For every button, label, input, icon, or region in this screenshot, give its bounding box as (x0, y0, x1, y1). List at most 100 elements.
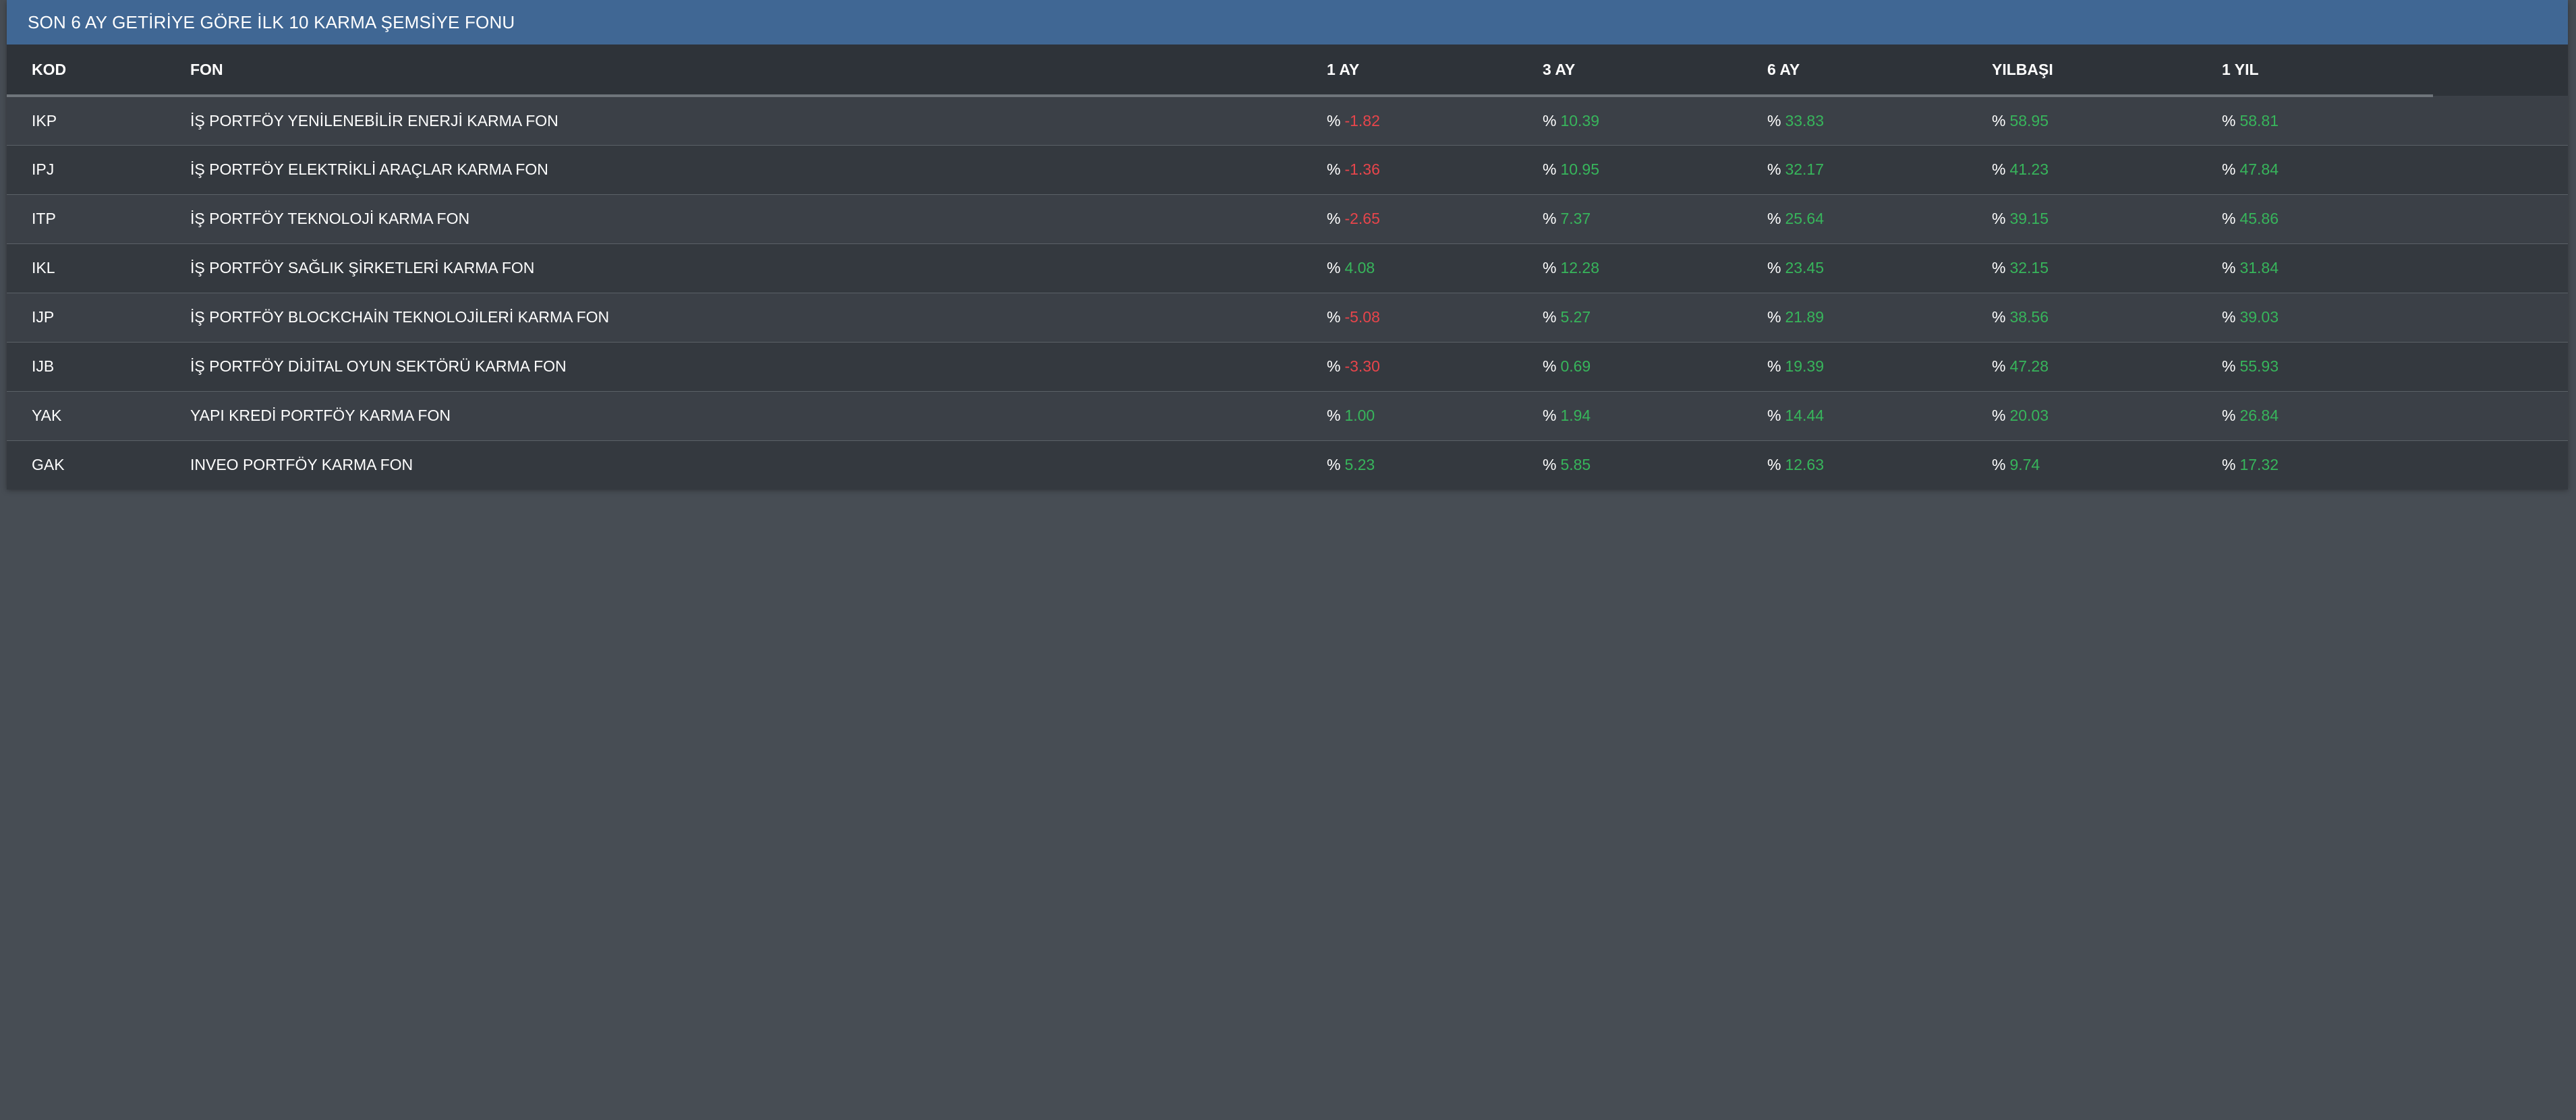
percent-sign: % (1327, 210, 1341, 227)
percent-sign: % (1992, 160, 2006, 178)
column-header-1-ay[interactable]: 1 AY (1327, 45, 1543, 97)
return-1-yil: % 26.84 (2222, 390, 2433, 440)
percent-sign: % (1543, 160, 1557, 178)
percent-sign: % (2222, 160, 2236, 178)
column-header-yilbasi[interactable]: YILBAŞI (1992, 45, 2222, 97)
fund-code[interactable]: GAK (7, 440, 190, 490)
return-value: 19.39 (1785, 357, 1825, 375)
fund-name[interactable]: İŞ PORTFÖY TEKNOLOJİ KARMA FON (190, 194, 1327, 243)
percent-sign: % (1767, 308, 1781, 326)
fund-name[interactable]: YAPI KREDİ PORTFÖY KARMA FON (190, 390, 1327, 440)
table-row[interactable]: IJP İŞ PORTFÖY BLOCKCHAİN TEKNOLOJİLERİ K… (7, 292, 2568, 342)
percent-sign: % (1767, 111, 1781, 129)
fund-code[interactable]: IKL (7, 243, 190, 293)
return-value: 14.44 (1785, 407, 1825, 424)
return-3-ay: % 10.39 (1543, 96, 1767, 145)
table-row[interactable]: IPJ İŞ PORTFÖY ELEKTRİKLİ ARAÇLAR KARMA F… (7, 144, 2568, 194)
table-row[interactable]: YAK YAPI KREDİ PORTFÖY KARMA FON% 1.00% 1.9… (7, 390, 2568, 440)
fund-name[interactable]: INVEO PORTFÖY KARMA FON (190, 440, 1327, 490)
fund-table-body: IKP İŞ PORTFÖY YENİLENEBİLİR ENERJİ KARMA… (7, 96, 2568, 490)
table-row[interactable]: IKL İŞ PORTFÖY SAĞLIK ŞİRKETLERİ KARMA FO… (7, 243, 2568, 293)
return-6-ay: % 33.83 (1767, 96, 1992, 145)
return-value: 9.74 (2009, 456, 2040, 474)
table-row[interactable]: IJB İŞ PORTFÖY DİJİTAL OYUN SEKTÖRÜ KARMA… (7, 341, 2568, 391)
return-6-ay: % 25.64 (1767, 194, 1992, 243)
return-1-ay: % -5.08 (1327, 292, 1543, 342)
percent-sign: % (1767, 160, 1781, 178)
return-yilbasi: % 38.56 (1992, 292, 2222, 342)
return-value: 21.89 (1785, 308, 1825, 326)
return-6-ay: % 12.63 (1767, 440, 1992, 490)
fund-code[interactable]: IPJ (7, 144, 190, 194)
return-value: 39.03 (2239, 308, 2279, 326)
percent-sign: % (1992, 111, 2006, 129)
table-row[interactable]: IKP İŞ PORTFÖY YENİLENEBİLİR ENERJİ KARMA… (7, 96, 2568, 145)
percent-sign: % (1327, 160, 1341, 178)
return-3-ay: % 10.95 (1543, 144, 1767, 194)
return-value: 17.32 (2239, 456, 2279, 474)
percent-sign: % (2222, 456, 2236, 474)
percent-sign: % (1327, 308, 1341, 326)
return-value: 26.84 (2239, 407, 2279, 424)
fund-name[interactable]: İŞ PORTFÖY SAĞLIK ŞİRKETLERİ KARMA FON (190, 243, 1327, 293)
table-header-row: KOD FON 1 AY 3 AY 6 AY YILBAŞI 1 YIL (7, 45, 2568, 97)
percent-sign: % (1992, 357, 2006, 375)
fund-name[interactable]: İŞ PORTFÖY DİJİTAL OYUN SEKTÖRÜ KARMA FO… (190, 341, 1327, 391)
percent-sign: % (1327, 259, 1341, 276)
return-1-ay: % 4.08 (1327, 243, 1543, 293)
percent-sign: % (1767, 210, 1781, 227)
fund-name[interactable]: İŞ PORTFÖY BLOCKCHAİN TEKNOLOJİLERİ KARM… (190, 292, 1327, 342)
return-value: 5.23 (1344, 456, 1375, 474)
return-value: 12.63 (1785, 456, 1825, 474)
return-value: 32.15 (2009, 259, 2049, 276)
return-3-ay: % 12.28 (1543, 243, 1767, 293)
table-row[interactable]: ITP İŞ PORTFÖY TEKNOLOJİ KARMA FON% -2.65%… (7, 194, 2568, 243)
return-value: -1.82 (1344, 111, 1380, 129)
return-value: -3.30 (1344, 357, 1380, 375)
column-header-6-ay[interactable]: 6 AY (1767, 45, 1992, 97)
column-header-1-yil[interactable]: 1 YIL (2222, 45, 2433, 97)
return-value: 25.64 (1785, 210, 1825, 227)
fund-code[interactable]: IJP (7, 292, 190, 342)
fund-name[interactable]: İŞ PORTFÖY ELEKTRİKLİ ARAÇLAR KARMA FON (190, 144, 1327, 194)
return-value: 5.85 (1560, 456, 1591, 474)
return-yilbasi: % 58.95 (1992, 96, 2222, 145)
return-1-yil: % 58.81 (2222, 96, 2433, 145)
return-6-ay: % 32.17 (1767, 144, 1992, 194)
column-header-3-ay[interactable]: 3 AY (1543, 45, 1767, 97)
return-yilbasi: % 9.74 (1992, 440, 2222, 490)
return-value: 45.86 (2239, 210, 2279, 227)
return-6-ay: % 21.89 (1767, 292, 1992, 342)
percent-sign: % (1327, 407, 1341, 424)
column-header-fon[interactable]: FON (190, 45, 1327, 97)
return-6-ay: % 19.39 (1767, 341, 1992, 391)
percent-sign: % (1543, 111, 1557, 129)
return-value: 10.95 (1560, 160, 1600, 178)
return-3-ay: % 5.27 (1543, 292, 1767, 342)
table-row[interactable]: GAK INVEO PORTFÖY KARMA FON% 5.23% 5.85 % 12.… (7, 440, 2568, 490)
percent-sign: % (2222, 357, 2236, 375)
percent-sign: % (1767, 456, 1781, 474)
return-value: 39.15 (2009, 210, 2049, 227)
fund-code[interactable]: YAK (7, 390, 190, 440)
percent-sign: % (1767, 357, 1781, 375)
return-3-ay: % 7.37 (1543, 194, 1767, 243)
fund-code[interactable]: IJB (7, 341, 190, 391)
percent-sign: % (1543, 357, 1557, 375)
return-value: 47.84 (2239, 160, 2279, 178)
percent-sign: % (1543, 210, 1557, 227)
return-1-yil: % 45.86 (2222, 194, 2433, 243)
fund-name[interactable]: İŞ PORTFÖY YENİLENEBİLİR ENERJİ KARMA FO… (190, 111, 559, 129)
return-yilbasi: % 20.03 (1992, 390, 2222, 440)
percent-sign: % (1992, 210, 2006, 227)
return-value: 7.37 (1560, 210, 1591, 227)
panel-title: SON 6 AY GETİRİYE GÖRE İLK 10 KARMA ŞEMS… (7, 0, 2568, 45)
return-1-yil: % 47.84 (2222, 144, 2433, 194)
fund-code[interactable]: ITP (7, 194, 190, 243)
fund-code[interactable]: IKP (32, 111, 57, 129)
percent-sign: % (1767, 407, 1781, 424)
return-value: 0.69 (1560, 357, 1591, 375)
return-value: 58.95 (2009, 111, 2049, 129)
percent-sign: % (2222, 111, 2236, 129)
column-header-kod[interactable]: KOD (7, 45, 190, 97)
